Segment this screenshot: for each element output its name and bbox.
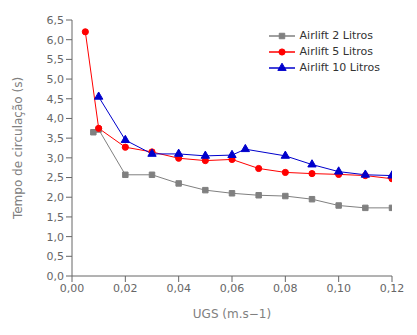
svg-text:0,12: 0,12 — [380, 282, 405, 295]
svg-text:0,06: 0,06 — [220, 282, 245, 295]
svg-text:0,02: 0,02 — [113, 282, 138, 295]
svg-text:0,10: 0,10 — [326, 282, 351, 295]
svg-text:5,5: 5,5 — [47, 53, 65, 66]
svg-text:4,0: 4,0 — [47, 112, 65, 125]
svg-text:2,5: 2,5 — [47, 171, 65, 184]
svg-text:1,0: 1,0 — [47, 231, 65, 244]
svg-text:0,0: 0,0 — [47, 270, 65, 283]
svg-text:6,0: 6,0 — [47, 34, 65, 47]
svg-text:3,5: 3,5 — [47, 132, 65, 145]
svg-text:0,5: 0,5 — [47, 250, 65, 263]
svg-text:6,5: 6,5 — [47, 14, 65, 27]
svg-text:0,00: 0,00 — [60, 282, 85, 295]
svg-text:5,0: 5,0 — [47, 73, 65, 86]
svg-text:0,08: 0,08 — [273, 282, 298, 295]
svg-text:2,0: 2,0 — [47, 191, 65, 204]
svg-text:Tempo de circulação (s): Tempo de circulação (s) — [11, 77, 25, 220]
svg-text:3,0: 3,0 — [47, 152, 65, 165]
svg-text:0,04: 0,04 — [166, 282, 191, 295]
html-text:Airlift 2 Litros: Airlift 2 Litros — [299, 29, 373, 42]
svg-text:UGS (m.s−1): UGS (m.s−1) — [193, 307, 271, 321]
html-text:Airlift 10 Litros: Airlift 10 Litros — [299, 61, 380, 74]
html-text:Airlift 5 Litros: Airlift 5 Litros — [299, 45, 373, 58]
svg-text:1,5: 1,5 — [47, 211, 65, 224]
svg-text:4,5: 4,5 — [47, 93, 65, 106]
